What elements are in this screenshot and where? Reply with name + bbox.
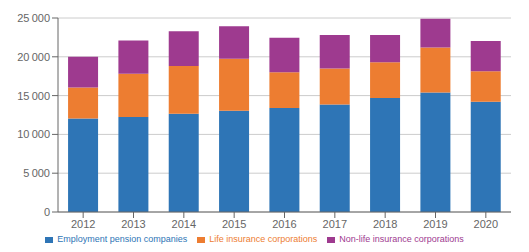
svg-text:2014: 2014 (172, 218, 196, 230)
svg-text:2016: 2016 (272, 218, 296, 230)
svg-text:5 000: 5 000 (23, 167, 50, 179)
svg-text:2018: 2018 (373, 218, 397, 230)
svg-text:15 000: 15 000 (17, 90, 50, 102)
html-text:Life insurance corporations: Life insurance corporations (209, 234, 318, 244)
svg-text:0: 0 (44, 206, 50, 218)
svg-text:2019: 2019 (423, 218, 447, 230)
html-text:Employment pension companies: Employment pension companies (57, 234, 188, 244)
svg-text:2015: 2015 (222, 218, 246, 230)
svg-text:2020: 2020 (474, 218, 498, 230)
html-text:Non-life insurance corporation: Non-life insurance corporations (339, 234, 464, 244)
svg-text:25 000: 25 000 (17, 12, 50, 24)
svg-text:20 000: 20 000 (17, 51, 50, 63)
svg-text:2013: 2013 (121, 218, 145, 230)
svg-text:2017: 2017 (323, 218, 347, 230)
svg-text:10 000: 10 000 (17, 128, 50, 140)
svg-text:2012: 2012 (71, 218, 95, 230)
